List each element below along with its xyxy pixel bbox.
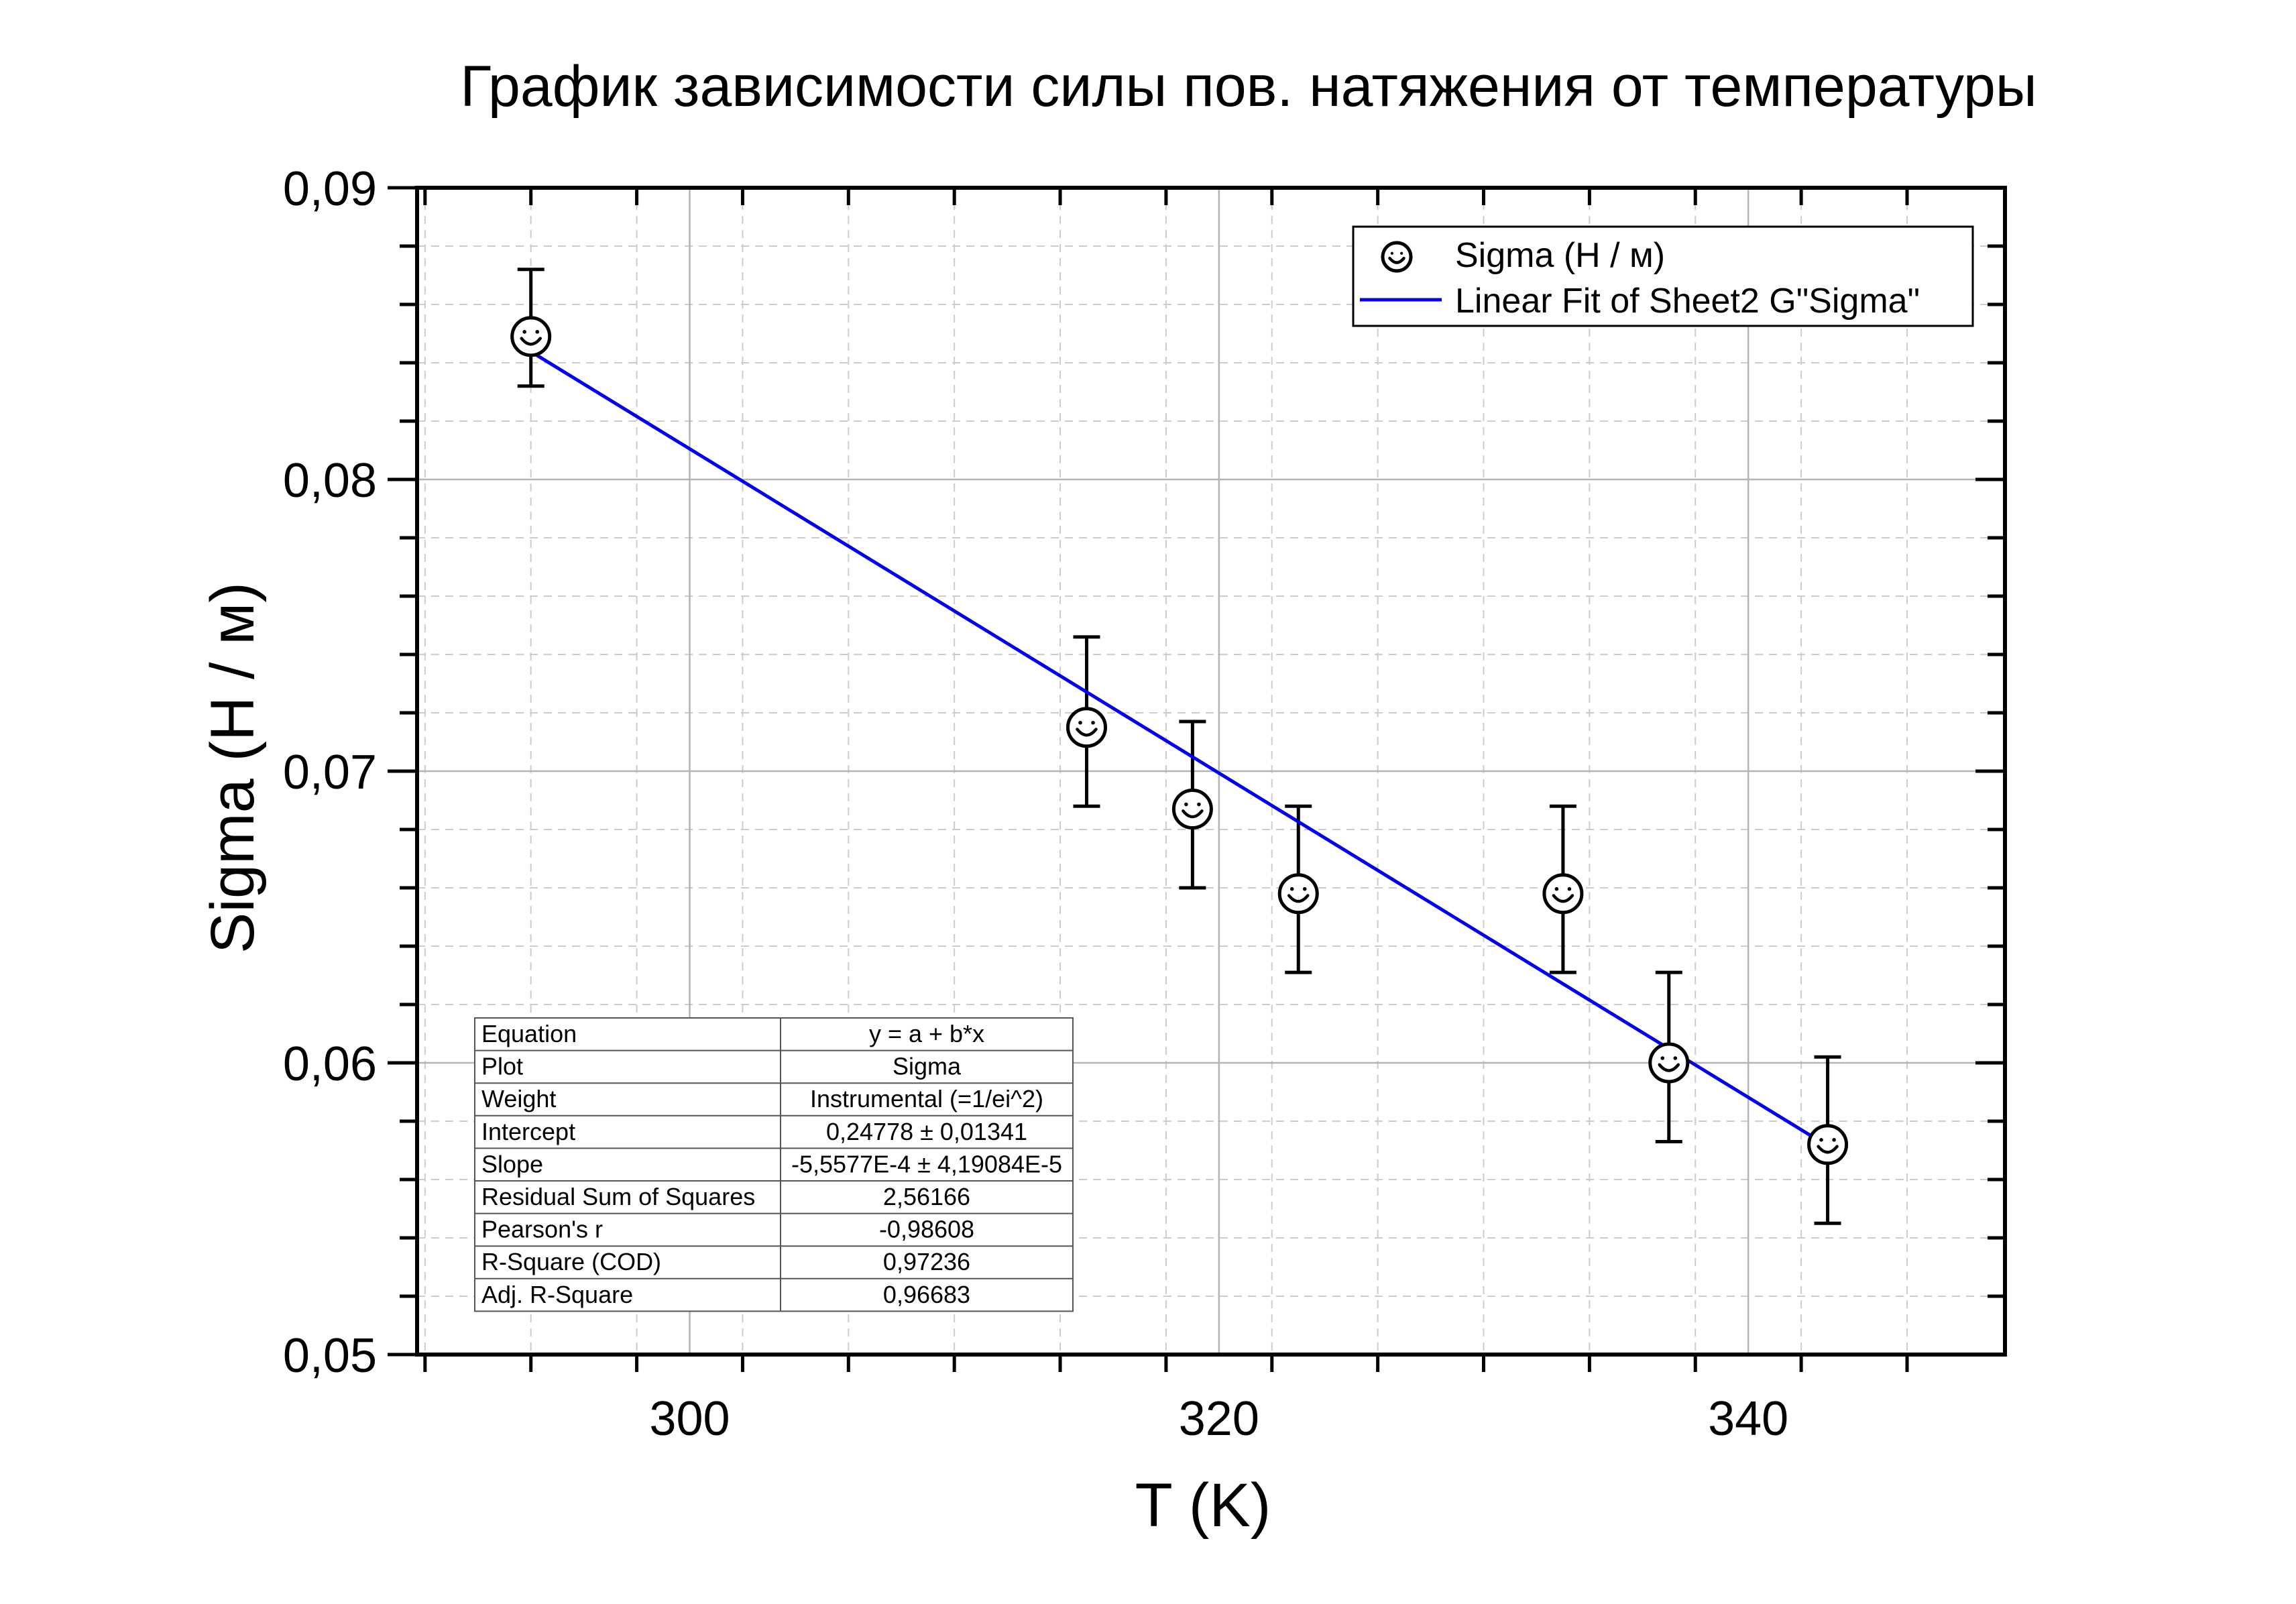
smiley-marker	[1171, 789, 1213, 830]
grid	[417, 186, 2005, 1356]
stats-label: Weight	[481, 1085, 556, 1112]
y-tick-label: 0,06	[283, 1037, 377, 1091]
smiley-marker	[1807, 1124, 1849, 1165]
smiley-marker	[1648, 1042, 1690, 1084]
stats-table-frame	[474, 1017, 1074, 1312]
x-axis-title: T (K)	[1135, 1471, 1271, 1540]
marker-eye	[1567, 886, 1572, 891]
stats-value: Sigma	[893, 1053, 962, 1080]
marker-face	[1171, 789, 1213, 830]
marker-mouth	[1552, 894, 1574, 903]
marker-eye	[1400, 251, 1403, 255]
x-tick-label: 300	[649, 1392, 730, 1446]
marker-eye	[1289, 886, 1294, 891]
y-tick-label: 0,08	[283, 454, 377, 508]
marker-face	[1066, 707, 1108, 748]
marker-eye	[1660, 1056, 1665, 1060]
stats-label: Slope	[481, 1150, 543, 1178]
stats-value: 0,97236	[883, 1248, 970, 1275]
stats-label: Adj. R-Square	[481, 1281, 633, 1308]
marker-face	[510, 316, 552, 357]
marker-eye	[1673, 1056, 1678, 1060]
stats-value: 2,56166	[883, 1183, 970, 1210]
smiley-marker	[1542, 873, 1584, 915]
y-axis-title: Sigma (Н / м)	[198, 582, 267, 954]
x-tick-label: 320	[1179, 1392, 1259, 1446]
marker-eye	[1197, 802, 1201, 807]
marker-eye	[522, 330, 526, 334]
x-tick-label: 340	[1708, 1392, 1788, 1446]
stats-label: Residual Sum of Squares	[481, 1183, 755, 1210]
smiley-marker	[1381, 241, 1413, 273]
plot-frame	[415, 186, 2007, 1357]
stats-value: -5,5577E-4 ± 4,19084E-5	[791, 1150, 1062, 1178]
fit-statistics-table: Equation y = a + b*x Plot Sigma Weight Instru…	[474, 1017, 1074, 1312]
stats-label: Intercept	[481, 1118, 575, 1145]
stats-label: Pearson's r	[481, 1216, 603, 1243]
axis-tick-labels: 300 320 340 0,05 0,06 0,07 0,08 0,09	[283, 162, 1788, 1446]
marker-mouth	[1388, 256, 1405, 264]
marker-face	[1807, 1124, 1849, 1165]
marker-mouth	[1076, 728, 1098, 737]
marker-mouth	[1287, 894, 1310, 903]
marker-eye	[1390, 251, 1393, 255]
marker-eye	[1302, 886, 1307, 891]
marker-face	[1381, 241, 1413, 273]
stats-label: Plot	[481, 1053, 523, 1080]
y-tick-label: 0,05	[283, 1329, 377, 1383]
marker-eye	[1091, 720, 1095, 725]
marker-face	[1648, 1042, 1690, 1084]
legend-box	[1352, 225, 1974, 327]
stats-value: Instrumental (=1/ei^2)	[810, 1085, 1043, 1112]
marker-eye	[1554, 886, 1559, 891]
stats-label: R-Square (COD)	[481, 1248, 661, 1275]
plot-marks	[510, 268, 1849, 1225]
marker-eye	[535, 330, 540, 334]
smiley-marker	[1277, 873, 1319, 915]
axis-ticks	[388, 186, 2005, 1372]
stats-value: -0,98608	[879, 1216, 974, 1243]
y-tick-label: 0,09	[283, 162, 377, 216]
marker-eye	[1184, 802, 1188, 807]
smiley-marker	[1066, 707, 1108, 748]
marker-eye	[1078, 720, 1082, 725]
marker-mouth	[1182, 809, 1204, 819]
marker-eye	[1832, 1138, 1836, 1142]
marker-mouth	[520, 337, 542, 346]
marker-mouth	[1817, 1145, 1839, 1154]
marker-face	[1542, 873, 1584, 915]
chart-title: График зависимости силы пов. натяжения о…	[460, 54, 2036, 119]
legend-entry-label: Linear Fit of Sheet2 G"Sigma"	[1455, 282, 1920, 321]
stats-value: 0,24778 ± 0,01341	[826, 1118, 1027, 1145]
fit-line	[530, 350, 1829, 1148]
smiley-marker	[510, 316, 552, 357]
stats-label: Equation	[481, 1020, 577, 1047]
legend: Sigma (Н / м) Linear Fit of Sheet2 G"Sigm…	[1352, 225, 1974, 327]
marker-eye	[1819, 1138, 1823, 1142]
legend-entry-label: Sigma (Н / м)	[1455, 236, 1665, 275]
stats-value: y = a + b*x	[869, 1020, 984, 1047]
marker-mouth	[1658, 1063, 1680, 1072]
y-tick-label: 0,07	[283, 746, 377, 799]
stats-value: 0,96683	[883, 1281, 970, 1308]
marker-face	[1277, 873, 1319, 915]
